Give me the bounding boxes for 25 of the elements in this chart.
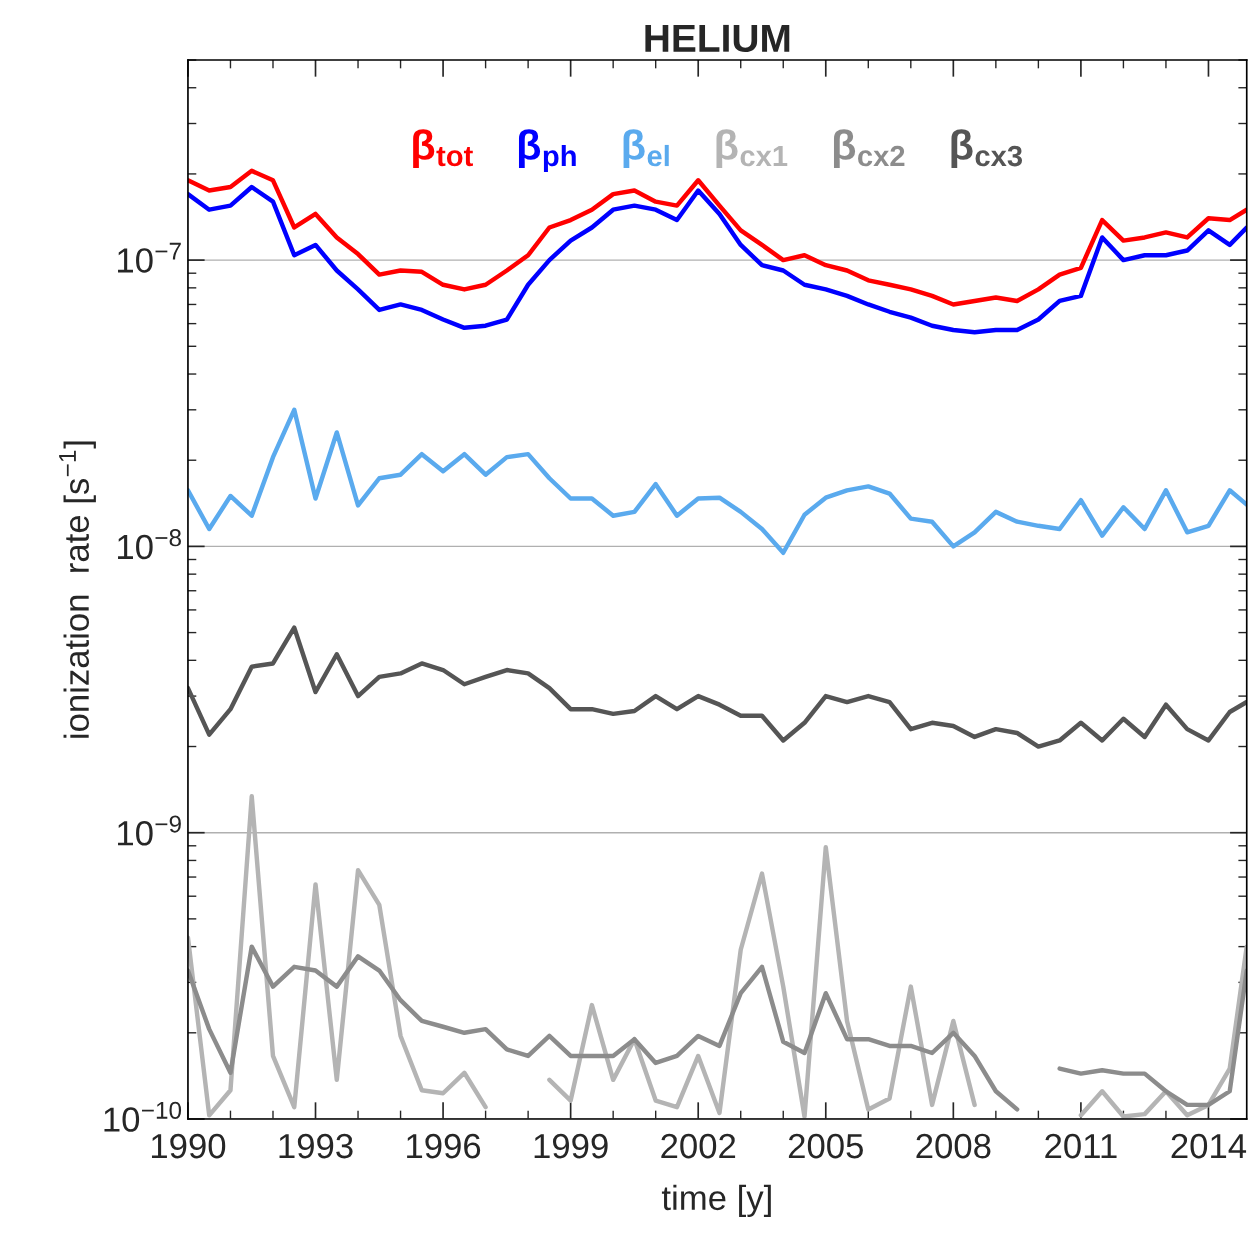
text: β$_{el}$ xyxy=(623,129,669,169)
text: β$_{cx3}$ xyxy=(951,129,1023,169)
x-tick-label: 2011 xyxy=(1045,1133,1117,1159)
x-tick-label: 2008 xyxy=(916,1133,991,1159)
x-tick-label: 2014 xyxy=(1171,1133,1247,1159)
x-tick-label: 1999 xyxy=(534,1133,608,1159)
y-tick-label: 10$^{−9}$ xyxy=(118,815,181,846)
x-tick-label: 2002 xyxy=(661,1133,736,1159)
x-tick-label: 1996 xyxy=(407,1133,481,1159)
y-tick-label: 10$^{−8}$ xyxy=(118,529,181,560)
line-series xyxy=(187,184,1247,335)
y-tick-label: 10$^{−7}$ xyxy=(118,242,181,273)
text: β$_{tot}$ xyxy=(413,129,473,169)
x-tick-label: 1990 xyxy=(151,1133,226,1159)
x-tick-label: 1993 xyxy=(279,1133,353,1159)
text: β$_{cx1}$ xyxy=(716,129,788,169)
x-axis-title: time [y] xyxy=(661,1184,771,1218)
y-axis-title: ionization rate [s$^{−1}$] xyxy=(59,441,96,738)
y-tick-label: 10$^{−10}$ xyxy=(104,1101,182,1132)
series-label: β$_{ph}$ xyxy=(518,129,576,173)
text: β$_{cx2}$ xyxy=(833,129,905,169)
x-tick-label: 2005 xyxy=(788,1133,863,1159)
chart-title: HELIUM xyxy=(645,24,790,53)
line-series xyxy=(187,407,1247,555)
line-series xyxy=(187,625,1247,749)
